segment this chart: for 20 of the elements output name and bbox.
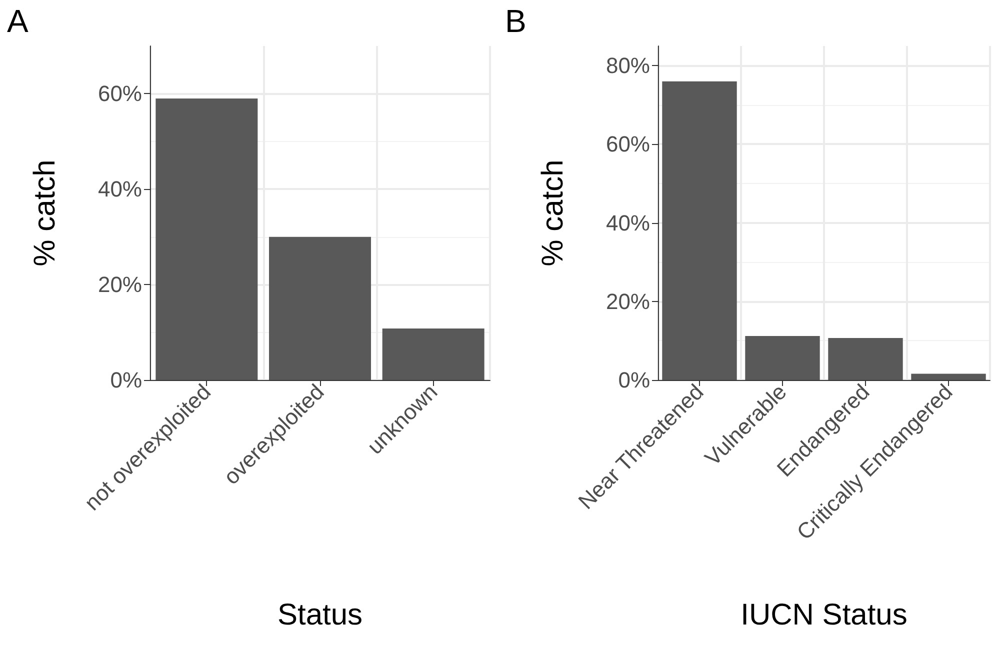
bar bbox=[269, 236, 371, 380]
bar bbox=[156, 98, 258, 380]
y-axis-title: % catch bbox=[536, 160, 570, 266]
bar bbox=[745, 336, 820, 380]
bar bbox=[828, 338, 903, 380]
bar bbox=[662, 81, 737, 380]
y-tick-label: 20% bbox=[606, 288, 650, 314]
y-tick-label: 40% bbox=[606, 210, 650, 236]
y-tick-label: 40% bbox=[98, 176, 142, 202]
y-tick-label: 60% bbox=[606, 132, 650, 157]
y-tick-label: 20% bbox=[98, 272, 142, 298]
y-axis-title: % catch bbox=[28, 160, 62, 266]
chart-title: B bbox=[505, 3, 526, 39]
x-axis-title: Status bbox=[277, 598, 363, 632]
y-tick-label: 80% bbox=[606, 53, 650, 78]
y-tick-label: 60% bbox=[98, 81, 142, 106]
bar bbox=[382, 328, 484, 380]
bar bbox=[911, 374, 986, 380]
chart-title: A bbox=[7, 3, 29, 39]
x-axis-title: IUCN Status bbox=[740, 598, 908, 632]
